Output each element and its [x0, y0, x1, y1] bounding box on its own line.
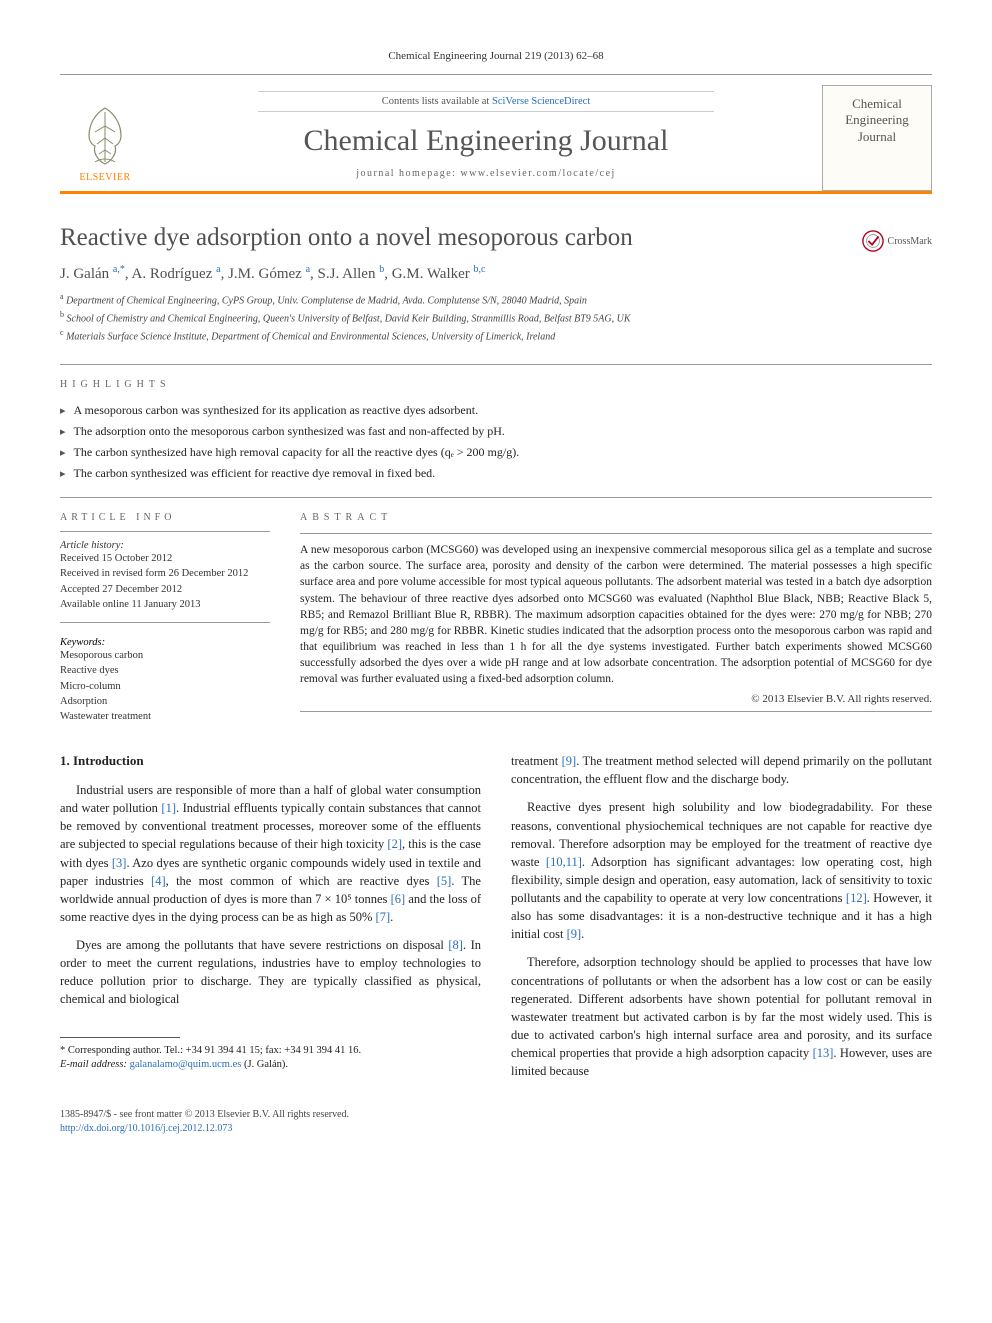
citation-link[interactable]: [8] [448, 938, 463, 952]
journal-reference: Chemical Engineering Journal 219 (2013) … [60, 50, 932, 62]
highlight-item: A mesoporous carbon was synthesized for … [60, 400, 932, 421]
email-label: E-mail address: [60, 1059, 127, 1070]
history-line: Received 15 October 2012 [60, 551, 270, 566]
journal-cover-thumbnail: Chemical Engineering Journal [822, 85, 932, 191]
citation-link[interactable]: [13] [813, 1046, 834, 1060]
keywords-head: Keywords: [60, 637, 270, 648]
body-paragraph: Industrial users are responsible of more… [60, 781, 481, 926]
article-history-head: Article history: [60, 540, 270, 551]
crossmark-icon [862, 230, 884, 252]
body-paragraph: treatment [9]. The treatment method sele… [511, 752, 932, 788]
crossmark-badge[interactable]: CrossMark [862, 230, 932, 252]
contents-prefix: Contents lists available at [382, 96, 492, 107]
citation-link[interactable]: [6] [391, 892, 406, 906]
body-right-column: treatment [9]. The treatment method sele… [511, 752, 932, 1090]
keyword: Wastewater treatment [60, 709, 270, 724]
doi-link[interactable]: http://dx.doi.org/10.1016/j.cej.2012.12.… [60, 1123, 232, 1134]
footnote-separator [60, 1037, 180, 1038]
highlight-item: The carbon synthesized was efficient for… [60, 463, 932, 484]
corresponding-email-link[interactable]: galanalamo@quim.ucm.es [130, 1059, 242, 1070]
history-line: Available online 11 January 2013 [60, 597, 270, 612]
citation-link[interactable]: [1] [161, 801, 176, 815]
crossmark-label: CrossMark [888, 236, 932, 247]
citation-link[interactable]: [10,11] [546, 855, 582, 869]
citation-link[interactable]: [9] [562, 754, 577, 768]
journal-title: Chemical Engineering Journal [160, 124, 812, 158]
front-matter-line: 1385-8947/$ - see front matter © 2013 El… [60, 1108, 932, 1122]
keyword: Adsorption [60, 694, 270, 709]
homepage-prefix: journal homepage: [356, 168, 460, 179]
title-row: Reactive dye adsorption onto a novel mes… [60, 224, 932, 264]
abstract-column: ABSTRACT A new mesoporous carbon (MCSG60… [300, 512, 932, 724]
history-line: Accepted 27 December 2012 [60, 582, 270, 597]
affiliation-line: b School of Chemistry and Chemical Engin… [60, 309, 932, 327]
sciencedirect-link[interactable]: SciVerse ScienceDirect [492, 96, 590, 107]
abstract-text: A new mesoporous carbon (MCSG60) was dev… [300, 542, 932, 687]
keyword: Reactive dyes [60, 663, 270, 678]
homepage-url: www.elsevier.com/locate/cej [460, 168, 615, 179]
citation-link[interactable]: [4] [151, 874, 166, 888]
highlight-item: The carbon synthesized have high removal… [60, 442, 932, 463]
doi-value: 10.1016/j.cej.2012.12.073 [128, 1123, 233, 1134]
elsevier-logo: ELSEVIER [60, 85, 150, 191]
affiliation-line: c Materials Surface Science Institute, D… [60, 327, 932, 345]
body-columns: 1. Introduction Industrial users are res… [60, 752, 932, 1090]
journal-header: ELSEVIER Contents lists available at Sci… [60, 74, 932, 194]
corresponding-author-line: * Corresponding author. Tel.: +34 91 394… [60, 1044, 481, 1059]
keyword: Mesoporous carbon [60, 648, 270, 663]
affiliations: a Department of Chemical Engineering, Cy… [60, 291, 932, 344]
affiliation-line: a Department of Chemical Engineering, Cy… [60, 291, 932, 309]
header-center: Contents lists available at SciVerse Sci… [150, 85, 822, 191]
abstract-copyright: © 2013 Elsevier B.V. All rights reserved… [300, 693, 932, 705]
journal-homepage: journal homepage: www.elsevier.com/locat… [160, 168, 812, 179]
citation-link[interactable]: [7] [376, 910, 391, 924]
article-title: Reactive dye adsorption onto a novel mes… [60, 224, 633, 252]
elsevier-tree-icon [75, 102, 135, 170]
abstract-label: ABSTRACT [300, 512, 932, 523]
citation-link[interactable]: [9] [567, 927, 582, 941]
body-paragraph: Reactive dyes present high solubility an… [511, 798, 932, 943]
info-abstract-row: ARTICLE INFO Article history: Received 1… [60, 512, 932, 724]
body-left-column: 1. Introduction Industrial users are res… [60, 752, 481, 1090]
highlights-list: A mesoporous carbon was synthesized for … [60, 400, 932, 483]
section-heading-introduction: 1. Introduction [60, 752, 481, 771]
citation-link[interactable]: [5] [437, 874, 452, 888]
divider [60, 497, 932, 498]
corresponding-author-footnote: * Corresponding author. Tel.: +34 91 394… [60, 1044, 481, 1073]
elsevier-label: ELSEVIER [79, 172, 130, 183]
authors-line: J. Galán a,*, A. Rodríguez a, J.M. Gómez… [60, 264, 932, 283]
journal-cover-title: Chemical Engineering Journal [831, 96, 923, 145]
keyword: Micro-column [60, 679, 270, 694]
citation-link[interactable]: [12] [846, 891, 867, 905]
divider [60, 364, 932, 365]
doi-prefix: http://dx.doi.org/ [60, 1123, 128, 1134]
body-paragraph: Dyes are among the pollutants that have … [60, 936, 481, 1009]
history-line: Received in revised form 26 December 201… [60, 566, 270, 581]
article-info-column: ARTICLE INFO Article history: Received 1… [60, 512, 270, 724]
email-owner: (J. Galán). [244, 1059, 288, 1070]
citation-link[interactable]: [2] [387, 837, 402, 851]
body-paragraph: Therefore, adsorption technology should … [511, 953, 932, 1080]
page-footer: 1385-8947/$ - see front matter © 2013 El… [60, 1108, 932, 1136]
citation-link[interactable]: [3] [112, 856, 127, 870]
highlight-item: The adsorption onto the mesoporous carbo… [60, 421, 932, 442]
highlights-label: HIGHLIGHTS [60, 379, 932, 390]
page: Chemical Engineering Journal 219 (2013) … [0, 0, 992, 1176]
article-info-label: ARTICLE INFO [60, 512, 270, 523]
contents-available-line: Contents lists available at SciVerse Sci… [258, 91, 714, 112]
